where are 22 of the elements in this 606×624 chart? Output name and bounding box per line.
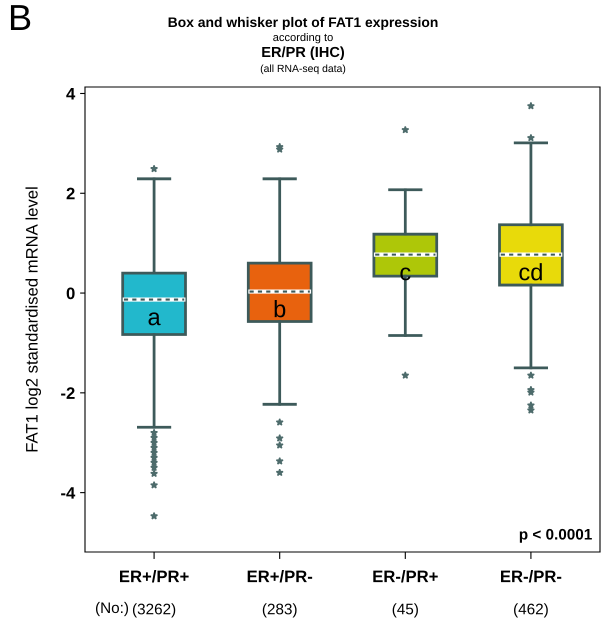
y-tick-label: 4: [66, 88, 76, 100]
annotation: a: [148, 312, 161, 326]
x-tick-label: ER-/PR-: [501, 570, 562, 582]
text: B: [10, 5, 30, 30]
text: (45): [392, 603, 418, 618]
text: (3262): [132, 603, 176, 618]
annotation: b: [274, 300, 286, 318]
chart-title: Box and whisker plot of FAT1 expression: [168, 16, 438, 30]
y-axis-title: FAT1 log2 standardised mRNA level: [25, 187, 42, 452]
text: (283): [262, 603, 297, 618]
annotation: cd: [519, 263, 542, 280]
text: (No:): [96, 602, 128, 616]
y-tick-label: 0: [66, 287, 75, 300]
y-tick-label: -2: [61, 387, 75, 399]
y-tick-label: 2: [66, 188, 75, 200]
y-tick-label: -4: [61, 487, 76, 499]
x-tick-label: ER-/PR+: [373, 570, 438, 582]
x-tick-label: ER+/PR+: [120, 570, 189, 582]
annotation: p < 0.0001: [520, 528, 592, 543]
text: (462): [514, 603, 548, 618]
chart-subtitle: according to ER/PR (IHC) (all RNA-seq data): [260, 32, 346, 74]
x-tick-label: ER+/PR-: [248, 570, 312, 582]
